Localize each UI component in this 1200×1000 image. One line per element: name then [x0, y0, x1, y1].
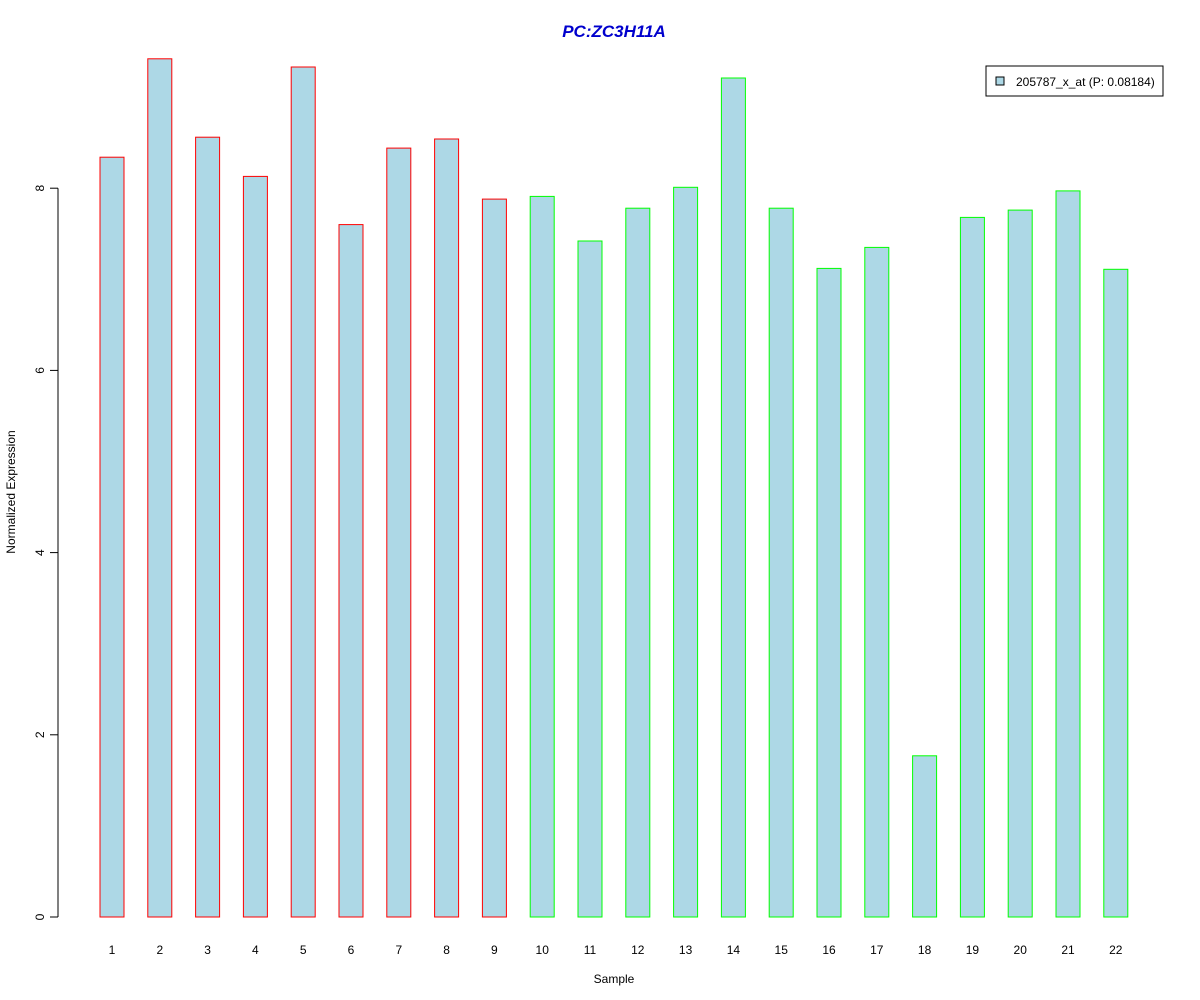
bar-sample-13: [673, 186, 699, 918]
x-tick-label: 7: [395, 943, 402, 957]
bar-sample-8: [434, 138, 460, 918]
bar-sample-10: [529, 195, 555, 918]
chart-title: PC:ZC3H11A: [562, 22, 666, 41]
bar-sample-20: [1007, 209, 1033, 918]
x-tick-labels: 1 2 3 4 5 6 7 8 9 10 11 12 13 14 15 16 17 18 19 20 21 22: [109, 943, 1123, 957]
y-axis-title: Normalized Expression: [4, 430, 18, 553]
y-tick-label: 0: [33, 913, 47, 920]
x-tick-label: 5: [300, 943, 307, 957]
bar-sample-18: [912, 755, 938, 918]
bar-sample-14: [720, 77, 746, 918]
legend: 205787_x_at (P: 0.08184): [985, 65, 1164, 97]
bar-sample-21: [1055, 190, 1081, 918]
bar-sample-6: [338, 224, 364, 918]
bar-sample-22: [1103, 268, 1129, 918]
x-tick-label: 8: [443, 943, 450, 957]
bar-sample-1: [99, 156, 125, 918]
bar-sample-2: [147, 58, 173, 918]
legend-label: 205787_x_at (P: 0.08184): [1016, 75, 1155, 89]
bar-sample-17: [864, 246, 890, 918]
x-tick-label: 16: [822, 943, 836, 957]
x-tick-label: 20: [1014, 943, 1028, 957]
x-tick-label: 19: [966, 943, 980, 957]
bar-sample-12: [625, 207, 651, 918]
bar-sample-9: [481, 198, 507, 918]
bar-sample-5: [290, 66, 316, 918]
x-axis-title: Sample: [594, 972, 635, 986]
x-tick-label: 9: [491, 943, 498, 957]
y-tick-label: 4: [33, 549, 47, 556]
y-axis: 0 2 4 6 8: [33, 185, 59, 920]
bar-sample-3: [195, 136, 221, 918]
x-tick-label: 3: [204, 943, 211, 957]
x-tick-label: 6: [348, 943, 355, 957]
y-tick-label: 8: [33, 185, 47, 192]
bar-sample-16: [816, 267, 842, 918]
legend-swatch: [995, 76, 1005, 86]
x-tick-label: 15: [775, 943, 789, 957]
x-tick-label: 14: [727, 943, 741, 957]
x-tick-label: 13: [679, 943, 693, 957]
bar-sample-11: [577, 240, 603, 918]
x-tick-label: 12: [631, 943, 645, 957]
bar-sample-7: [386, 147, 412, 918]
x-tick-label: 18: [918, 943, 932, 957]
x-tick-label: 2: [156, 943, 163, 957]
x-tick-label: 4: [252, 943, 259, 957]
bar-sample-19: [959, 216, 985, 918]
x-tick-label: 11: [584, 943, 597, 957]
x-tick-label: 22: [1109, 943, 1123, 957]
bar-sample-15: [768, 207, 794, 918]
legend-box: [985, 65, 1164, 97]
y-tick-label: 6: [33, 367, 47, 374]
bars: [99, 58, 1129, 918]
x-tick-label: 1: [109, 943, 116, 957]
x-tick-label: 10: [536, 943, 550, 957]
x-tick-label: 17: [870, 943, 884, 957]
y-tick-label: 2: [33, 731, 47, 738]
x-tick-label: 21: [1061, 943, 1075, 957]
bar-sample-4: [242, 175, 268, 918]
